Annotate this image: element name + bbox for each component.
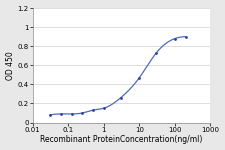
- Y-axis label: OD 450: OD 450: [6, 51, 15, 80]
- X-axis label: Recombinant ProteinConcentration(ng/ml): Recombinant ProteinConcentration(ng/ml): [40, 135, 203, 144]
